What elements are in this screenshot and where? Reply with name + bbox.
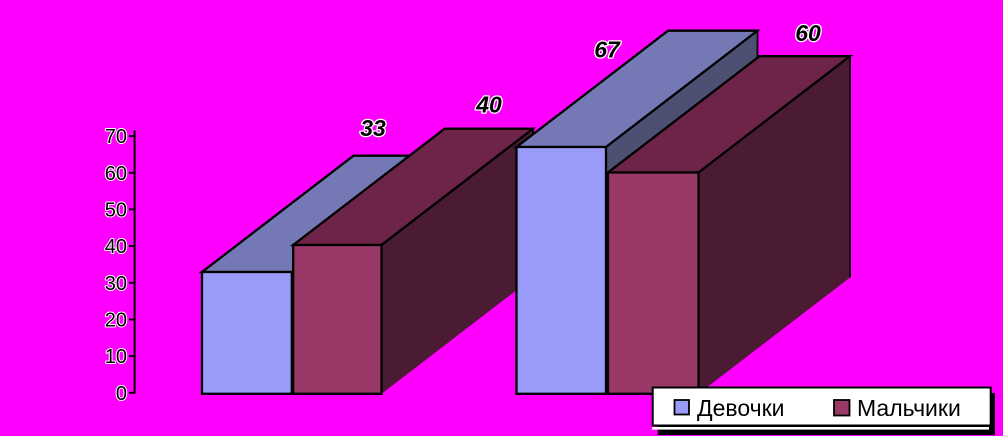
svg-text:30: 30: [105, 273, 127, 295]
svg-text:70: 70: [105, 126, 127, 148]
svg-text:40: 40: [105, 236, 127, 258]
svg-text:10: 10: [105, 346, 127, 368]
svg-text:0: 0: [116, 383, 127, 405]
svg-text:60: 60: [795, 20, 821, 46]
svg-text:33: 33: [360, 115, 386, 141]
svg-text:Девочки: Девочки: [697, 395, 785, 421]
svg-text:Мальчики: Мальчики: [857, 395, 961, 421]
svg-text:50: 50: [105, 199, 127, 221]
svg-text:20: 20: [105, 310, 127, 332]
svg-text:40: 40: [475, 92, 502, 118]
svg-text:67: 67: [594, 37, 621, 63]
svg-text:60: 60: [105, 163, 127, 185]
